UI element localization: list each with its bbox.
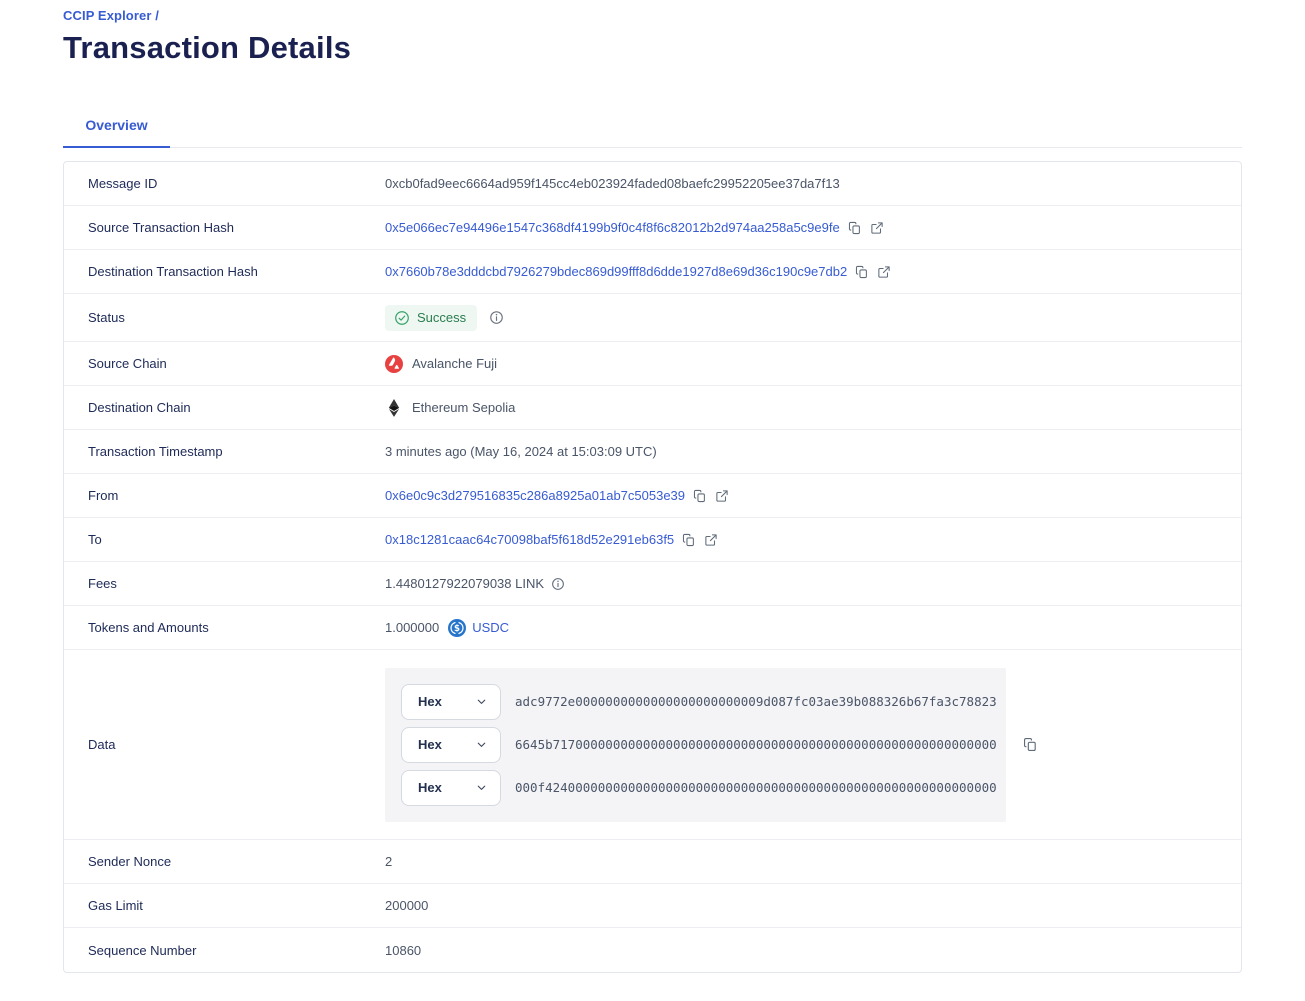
chevron-down-icon xyxy=(475,738,488,751)
transaction-details-card: Message ID 0xcb0fad9eec6664ad959f145cc4e… xyxy=(63,161,1242,973)
avalanche-icon xyxy=(385,354,403,373)
source-tx-hash-label: Source Transaction Hash xyxy=(88,220,234,235)
data-label: Data xyxy=(88,737,116,752)
external-link-icon[interactable] xyxy=(715,489,729,503)
copy-icon[interactable] xyxy=(682,533,696,547)
info-icon[interactable] xyxy=(489,310,504,325)
row-sequence-number: Sequence Number 10860 xyxy=(64,928,1241,972)
page-title: Transaction Details xyxy=(63,30,352,65)
data-line: Hex 000f42400000000000000000000000000000… xyxy=(401,769,997,806)
hex-format-select[interactable]: Hex xyxy=(401,683,501,720)
copy-icon[interactable] xyxy=(1023,737,1038,752)
destination-tx-hash-link[interactable]: 0x7660b78e3dddcbd7926279bdec869d99fff8d6… xyxy=(385,264,848,279)
chevron-down-icon xyxy=(475,695,488,708)
sequence-number-value: 10860 xyxy=(385,942,422,958)
to-label: To xyxy=(88,532,102,547)
data-hex-line: 6645b71700000000000000000000000000000000… xyxy=(515,737,997,752)
row-fees: Fees 1.4480127922079038 LINK xyxy=(64,562,1241,606)
status-badge-text: Success xyxy=(417,310,467,325)
row-from: From 0x6e0c9c3d279516835c286a8925a01ab7c… xyxy=(64,474,1241,518)
fees-label: Fees xyxy=(88,576,117,591)
message-id-label: Message ID xyxy=(88,176,158,191)
destination-chain-name: Ethereum Sepolia xyxy=(412,400,516,415)
breadcrumb: CCIP Explorer / xyxy=(63,8,1242,23)
sender-nonce-value: 2 xyxy=(385,854,393,869)
message-id-value: 0xcb0fad9eec6664ad959f145cc4eb023924fade… xyxy=(385,176,840,191)
from-address-link[interactable]: 0x6e0c9c3d279516835c286a8925a01ab7c5053e… xyxy=(385,488,686,503)
hex-format-select-value: Hex xyxy=(418,780,442,795)
hex-format-select[interactable]: Hex xyxy=(401,769,501,806)
data-hex-line: 000f424000000000000000000000000000000000… xyxy=(515,780,997,795)
info-icon[interactable] xyxy=(551,577,565,591)
data-line: Hex 6645b7170000000000000000000000000000… xyxy=(401,726,997,763)
destination-chain-value: Ethereum Sepolia xyxy=(385,398,516,417)
to-address-link[interactable]: 0x18c1281caac64c70098baf5f618d52e291eb63… xyxy=(385,532,675,547)
data-line: Hex adc9772e0000000000000000000000009d08… xyxy=(401,683,997,720)
breadcrumb-separator: / xyxy=(155,8,159,23)
usdc-icon: $ xyxy=(448,618,467,637)
token-symbol-link[interactable]: USDC xyxy=(472,620,510,635)
row-status: Status Success xyxy=(64,294,1241,342)
destination-tx-hash-label: Destination Transaction Hash xyxy=(88,264,258,279)
row-message-id: Message ID 0xcb0fad9eec6664ad959f145cc4e… xyxy=(64,162,1241,206)
row-sender-nonce: Sender Nonce 2 xyxy=(64,840,1241,884)
gas-limit-label: Gas Limit xyxy=(88,898,143,913)
tab-overview[interactable]: Overview xyxy=(63,107,170,148)
external-link-icon[interactable] xyxy=(877,265,891,279)
tab-bar: Overview xyxy=(63,107,1242,148)
row-tokens-and-amounts: Tokens and Amounts 1.000000 $ USDC xyxy=(64,606,1241,650)
source-chain-name: Avalanche Fuji xyxy=(412,356,498,371)
row-data: Data Hex adc9772e00000000000000000000000… xyxy=(64,650,1241,840)
external-link-icon[interactable] xyxy=(870,221,884,235)
row-to: To 0x18c1281caac64c70098baf5f618d52e291e… xyxy=(64,518,1241,562)
source-chain-label: Source Chain xyxy=(88,356,167,371)
tokens-and-amounts-label: Tokens and Amounts xyxy=(88,620,209,635)
copy-icon[interactable] xyxy=(855,265,869,279)
source-tx-hash-link[interactable]: 0x5e066ec7e94496e1547c368df4199b9f0c4f8f… xyxy=(385,220,840,235)
hex-format-select[interactable]: Hex xyxy=(401,726,501,763)
status-badge: Success xyxy=(385,304,478,331)
breadcrumb-ccip-explorer-link[interactable]: CCIP Explorer xyxy=(63,8,152,23)
destination-chain-label: Destination Chain xyxy=(88,400,191,415)
success-check-icon xyxy=(394,310,410,326)
data-hex-block: Hex adc9772e0000000000000000000000009d08… xyxy=(385,667,1006,822)
timestamp-value: 3 minutes ago (May 16, 2024 at 15:03:09 … xyxy=(385,444,657,459)
data-hex-line: adc9772e0000000000000000000000009d087fc0… xyxy=(515,694,997,709)
hex-format-select-value: Hex xyxy=(418,694,442,709)
row-gas-limit: Gas Limit 200000 xyxy=(64,884,1241,928)
sender-nonce-label: Sender Nonce xyxy=(88,854,172,869)
copy-icon[interactable] xyxy=(693,489,707,503)
ethereum-icon xyxy=(385,398,403,417)
from-label: From xyxy=(88,488,119,503)
row-source-tx-hash: Source Transaction Hash 0x5e066ec7e94496… xyxy=(64,206,1241,250)
row-source-chain: Source Chain Avalanche Fuji xyxy=(64,342,1241,386)
sequence-number-label: Sequence Number xyxy=(88,942,197,958)
timestamp-label: Transaction Timestamp xyxy=(88,444,223,459)
chevron-down-icon xyxy=(475,781,488,794)
source-chain-value: Avalanche Fuji xyxy=(385,354,498,373)
copy-icon[interactable] xyxy=(848,221,862,235)
external-link-icon[interactable] xyxy=(704,533,718,547)
row-timestamp: Transaction Timestamp 3 minutes ago (May… xyxy=(64,430,1241,474)
status-label: Status xyxy=(88,310,125,325)
fees-value: 1.4480127922079038 LINK xyxy=(385,576,545,591)
svg-text:$: $ xyxy=(454,624,460,634)
token-amount: 1.000000 xyxy=(385,620,440,635)
gas-limit-value: 200000 xyxy=(385,898,429,913)
row-destination-chain: Destination Chain Ethereum Sepolia xyxy=(64,386,1241,430)
hex-format-select-value: Hex xyxy=(418,737,442,752)
row-destination-tx-hash: Destination Transaction Hash 0x7660b78e3… xyxy=(64,250,1241,294)
